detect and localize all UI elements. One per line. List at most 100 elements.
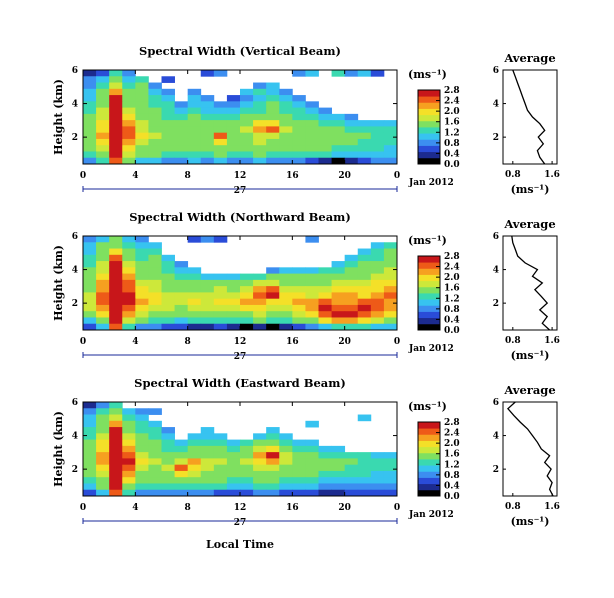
- heatmap-cell: [109, 126, 123, 134]
- heatmap-cell: [213, 445, 228, 453]
- heatmap-cell: [161, 439, 175, 447]
- x-tick-label: 0: [80, 337, 86, 347]
- heatmap-cell: [174, 323, 189, 331]
- heatmap-cell: [135, 261, 149, 268]
- heatmap-cell: [226, 298, 241, 306]
- heatmap-cell: [187, 433, 202, 440]
- heatmap-cell: [266, 107, 280, 115]
- heatmap-cell: [318, 483, 332, 491]
- heatmap-cell: [135, 273, 149, 281]
- colorbar-tick-label: 1.6: [444, 284, 460, 294]
- profile-frame: [502, 69, 558, 165]
- heatmap-cell: [279, 464, 293, 472]
- heatmap-cell: [213, 323, 228, 331]
- heatmap-cell: [135, 132, 149, 140]
- heatmap-cell: [187, 120, 202, 127]
- heatmap-cell: [240, 157, 254, 165]
- heatmap-cell: [213, 157, 228, 165]
- heatmap-cell: [226, 132, 241, 140]
- heatmap-cell: [135, 107, 149, 115]
- heatmap-cell: [96, 254, 110, 262]
- heatmap-cell: [200, 236, 215, 243]
- heatmap-cell: [226, 126, 241, 134]
- heatmap-cell: [187, 452, 202, 459]
- colorbar-tick-label: 0.8: [444, 471, 460, 481]
- heatmap-cell: [109, 489, 123, 497]
- heatmap-cell: [122, 157, 136, 165]
- heatmap-cell: [122, 298, 136, 306]
- heatmap-cell: [357, 273, 372, 281]
- heatmap-cell: [174, 452, 189, 459]
- y-axis-label: Height (km): [52, 411, 65, 487]
- heatmap-cell: [109, 267, 123, 274]
- heatmap-cell: [161, 323, 175, 331]
- heatmap-cell: [200, 323, 215, 331]
- heatmap-cell: [213, 70, 228, 77]
- heatmap-cell: [109, 402, 123, 409]
- colorbar-tick-label: 2.4: [444, 97, 460, 107]
- heatmap-cell: [83, 458, 97, 466]
- heatmap-cell: [279, 445, 293, 453]
- heatmap-cell: [383, 470, 398, 478]
- heatmap-cell: [279, 120, 293, 127]
- heatmap-cell: [331, 292, 346, 300]
- heatmap-cell: [318, 132, 332, 140]
- heatmap-cell: [292, 273, 306, 281]
- colorbar-frame: [417, 421, 441, 497]
- heatmap-cell: [331, 279, 346, 287]
- heatmap-cell: [213, 107, 228, 115]
- heatmap-cell: [187, 304, 202, 312]
- heatmap-cell: [292, 304, 306, 312]
- heatmap-cell: [370, 132, 385, 140]
- heatmap-cell: [200, 157, 215, 165]
- heatmap-cell: [135, 408, 149, 415]
- heatmap-cell: [344, 138, 359, 146]
- heatmap-cell: [187, 138, 202, 146]
- profile-title: Average: [503, 217, 555, 231]
- heatmap-cell: [213, 458, 228, 466]
- heatmap-cell: [109, 113, 123, 121]
- heatmap-cell: [148, 254, 162, 262]
- heatmap-cell: [174, 273, 189, 281]
- heatmap-cell: [213, 101, 228, 108]
- heatmap-cell: [305, 452, 319, 459]
- colorbar-segment: [418, 299, 440, 306]
- heatmap-cell: [96, 304, 110, 312]
- colorbar-tick-label: 1.6: [444, 450, 460, 460]
- heatmap-cell: [96, 317, 110, 325]
- heatmap-cell: [96, 145, 110, 152]
- heatmap-cell: [357, 157, 372, 165]
- heatmap-cell: [226, 323, 241, 331]
- heatmap-cell: [331, 470, 346, 478]
- heatmap-cell: [305, 267, 319, 274]
- heatmap-cell: [96, 107, 110, 115]
- heatmap-cell: [292, 138, 306, 146]
- heatmap-cell: [96, 267, 110, 274]
- heatmap-cell: [226, 470, 241, 478]
- heatmap-cell: [240, 470, 254, 478]
- colorbar-segment: [418, 133, 440, 140]
- heatmap-cell: [279, 279, 293, 287]
- heatmap-cell: [96, 95, 110, 102]
- x-tick-label: 0: [80, 171, 86, 181]
- heatmap-cell: [174, 151, 189, 159]
- heatmap-cell: [148, 248, 162, 256]
- colorbar-unit: (ms⁻¹): [408, 68, 447, 81]
- heatmap-cell: [240, 311, 254, 318]
- heatmap-cell: [344, 317, 359, 325]
- heatmap-cell: [122, 145, 136, 152]
- heatmap-cell: [305, 157, 319, 165]
- heatmap-cell: [383, 151, 398, 159]
- heatmap-cell: [187, 132, 202, 140]
- y-tick-label: 4: [72, 266, 78, 276]
- heatmap-cell: [357, 120, 372, 127]
- heatmap-cell: [174, 279, 189, 287]
- heatmap-cell: [148, 101, 162, 108]
- heatmap-cell: [187, 157, 202, 165]
- heatmap-cell: [292, 70, 306, 77]
- heatmap-cell: [226, 317, 241, 325]
- heatmap-cell: [213, 304, 228, 312]
- colorbar-segment: [418, 268, 440, 275]
- heatmap-cell: [96, 286, 110, 293]
- heatmap-cell: [109, 286, 123, 293]
